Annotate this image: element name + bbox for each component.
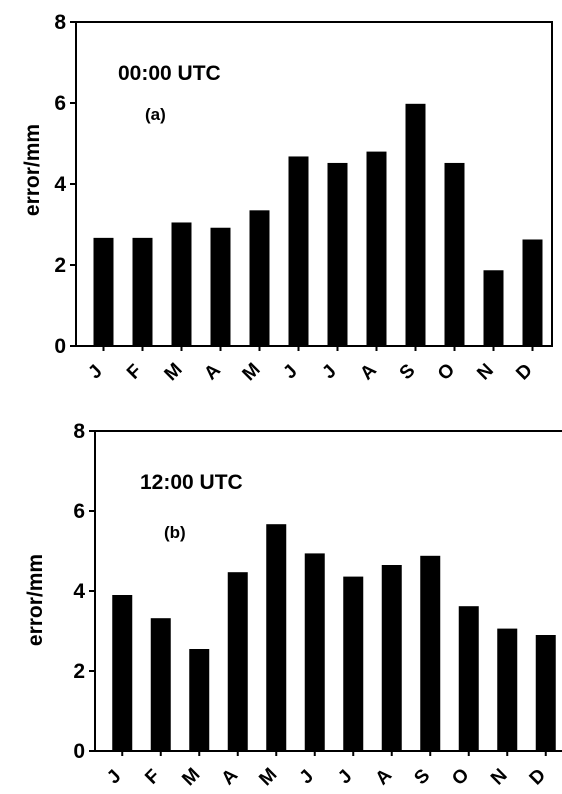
bar-10	[458, 606, 479, 751]
x-tick-label: A	[356, 360, 381, 385]
x-tick-label: D	[512, 360, 537, 385]
bar-12	[535, 635, 556, 751]
bar-9	[420, 555, 441, 751]
bar-10	[444, 162, 465, 346]
x-tick-label: D	[526, 765, 551, 790]
bar-1	[93, 237, 114, 346]
x-tick-label: N	[487, 765, 512, 790]
bar-2	[150, 618, 171, 751]
bar-1	[112, 595, 133, 751]
utc-annotation: 12:00 UTC	[140, 471, 243, 494]
bar-7	[327, 162, 348, 346]
bar-6	[288, 156, 309, 346]
panel-label: (b)	[164, 523, 186, 542]
y-tick-label: 6	[54, 92, 66, 115]
y-axis-label: error/mm	[21, 124, 44, 216]
bar-11	[483, 270, 504, 346]
x-tick-label: J	[318, 361, 340, 383]
y-tick-label: 2	[54, 254, 66, 277]
x-tick-label: O	[448, 764, 473, 789]
y-tick-label: 4	[54, 173, 66, 196]
y-tick-label: 0	[54, 335, 66, 358]
bar-3	[189, 649, 210, 751]
x-tick-label: O	[434, 359, 459, 384]
x-tick-label: S	[410, 765, 434, 789]
bar-11	[497, 628, 518, 751]
y-axis-label: error/mm	[24, 554, 47, 646]
bar-5	[249, 210, 270, 346]
bar-8	[366, 151, 387, 346]
x-tick-label: J	[103, 766, 125, 788]
x-tick-label: M	[255, 764, 281, 790]
x-tick-label: A	[200, 360, 225, 385]
x-tick-label: A	[372, 765, 397, 790]
bar-8	[381, 565, 402, 751]
x-tick-label: J	[84, 361, 106, 383]
x-tick-label: N	[473, 360, 498, 385]
bar-3	[171, 222, 192, 346]
x-tick-label: F	[123, 361, 146, 384]
x-tick-label: J	[279, 361, 301, 383]
bar-9	[405, 103, 426, 346]
utc-annotation: 00:00 UTC	[118, 62, 221, 85]
x-tick-label: S	[396, 360, 420, 384]
y-tick-label: 8	[73, 420, 85, 443]
x-tick-label: M	[239, 359, 265, 385]
x-tick-label: F	[141, 766, 164, 789]
bar-5	[266, 524, 287, 751]
y-tick-label: 8	[54, 11, 66, 34]
y-tick-label: 6	[73, 500, 85, 523]
y-tick-label: 0	[73, 740, 85, 763]
x-tick-label: J	[334, 766, 356, 788]
bar-6	[304, 553, 325, 751]
panel-label: (a)	[145, 105, 166, 124]
bar-12	[522, 239, 543, 346]
x-tick-label: J	[296, 766, 318, 788]
x-tick-label: M	[178, 764, 204, 790]
bar-7	[343, 576, 364, 751]
bar-4	[227, 572, 248, 751]
x-tick-label: M	[161, 359, 187, 385]
bar-2	[132, 237, 153, 346]
bar-4	[210, 227, 231, 346]
y-tick-label: 4	[73, 580, 85, 603]
x-tick-label: A	[218, 765, 243, 790]
y-tick-label: 2	[73, 660, 85, 683]
